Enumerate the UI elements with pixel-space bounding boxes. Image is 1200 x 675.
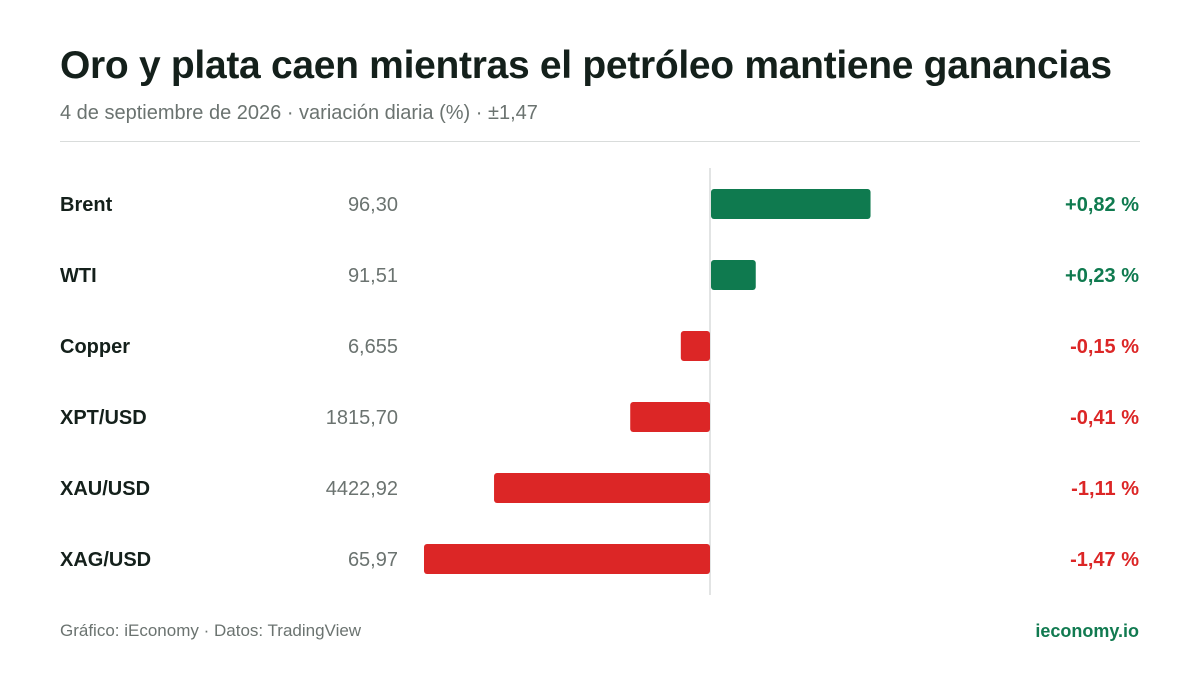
- source-credit: Gráfico: iEconomy · Datos: TradingView: [60, 621, 362, 640]
- category-label: XAG/USD: [60, 549, 151, 571]
- price-label: 96,30: [348, 194, 398, 216]
- price-label: 65,97: [348, 549, 398, 571]
- category-label: WTI: [60, 265, 97, 287]
- loss-bar: [494, 473, 710, 503]
- category-label: XAU/USD: [60, 478, 150, 500]
- price-label: 91,51: [348, 265, 398, 287]
- category-label: XPT/USD: [60, 407, 147, 429]
- change-label: -0,15 %: [1070, 336, 1139, 358]
- chart-subtitle: 4 de septiembre de 2026 · variación diar…: [60, 102, 538, 124]
- gain-bar: [711, 189, 871, 219]
- price-label: 4422,92: [326, 478, 398, 500]
- category-label: Copper: [60, 336, 130, 358]
- change-label: -0,41 %: [1070, 407, 1139, 429]
- loss-bar: [424, 544, 710, 574]
- header-divider: [60, 141, 1140, 142]
- gain-bar: [711, 260, 756, 290]
- category-label: Brent: [60, 194, 113, 216]
- loss-bar: [680, 331, 710, 361]
- change-label: +0,82 %: [1065, 194, 1139, 216]
- price-label: 6,655: [348, 336, 398, 358]
- change-label: +0,23 %: [1065, 265, 1139, 287]
- change-label: -1,47 %: [1070, 549, 1139, 571]
- brand-link[interactable]: ieconomy.io: [1035, 621, 1139, 641]
- price-label: 1815,70: [326, 407, 398, 429]
- loss-bar: [630, 402, 710, 432]
- change-label: -1,11 %: [1071, 478, 1139, 500]
- chart-title: Oro y plata caen mientras el petróleo ma…: [60, 44, 1112, 87]
